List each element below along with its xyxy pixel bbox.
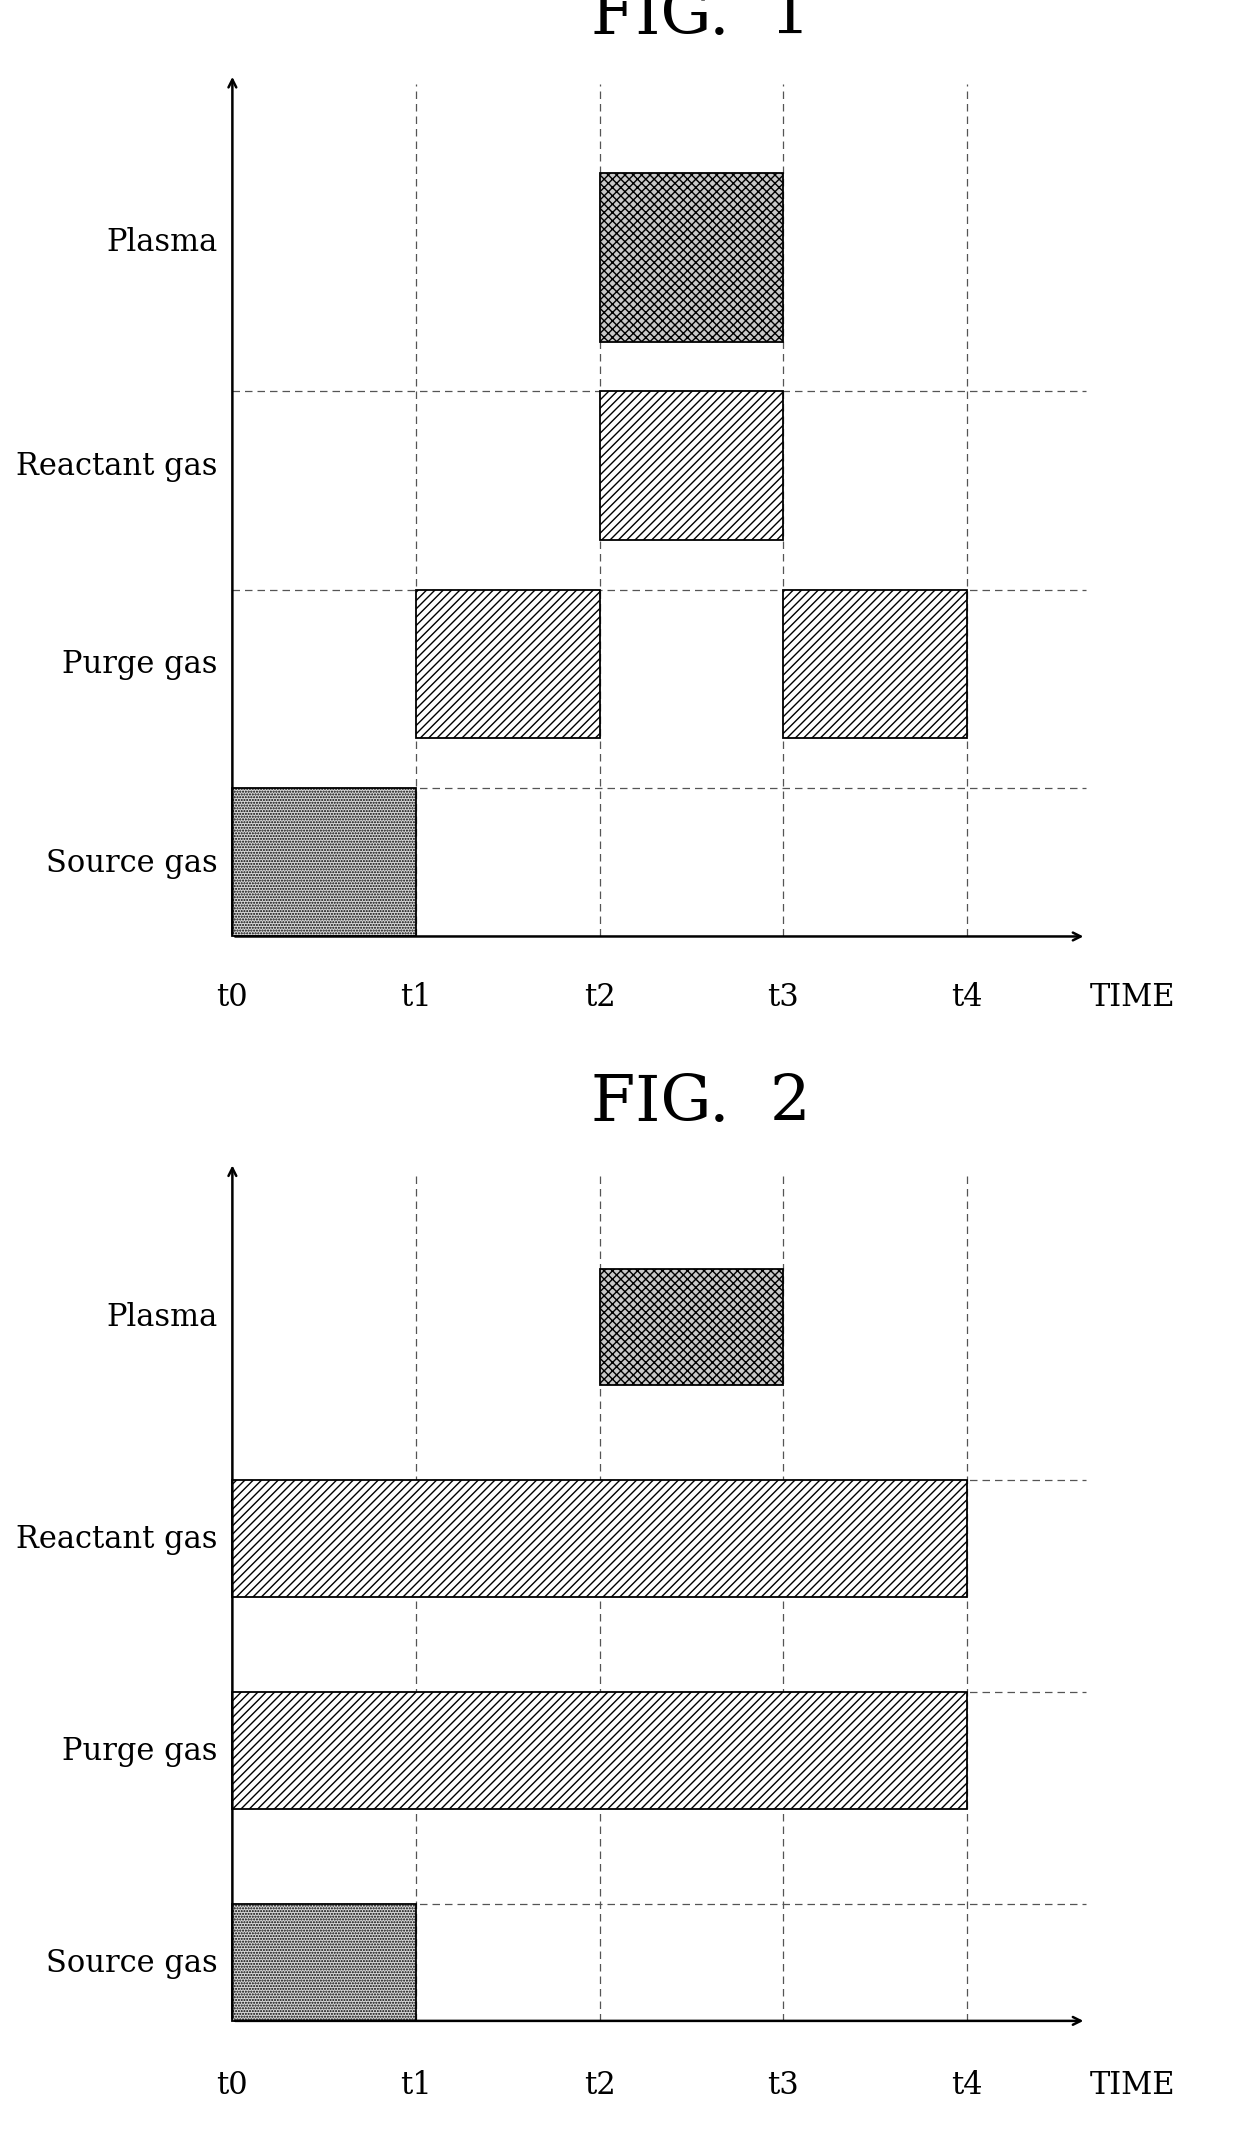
Bar [232,1693,967,1809]
Text: t2: t2 [584,981,615,1013]
Title: FIG.  2: FIG. 2 [590,1073,811,1135]
Bar [232,787,415,936]
Text: TIME: TIME [1090,981,1176,1013]
Text: Source gas: Source gas [46,1948,218,1980]
Bar [232,1479,967,1597]
Text: t1: t1 [401,2070,432,2102]
Text: t3: t3 [768,981,799,1013]
Bar [600,391,784,541]
Text: Purge gas: Purge gas [62,650,218,680]
Bar [232,1905,415,2020]
Text: TIME: TIME [1090,2070,1176,2102]
Text: t1: t1 [401,981,432,1013]
Text: t4: t4 [951,2070,982,2102]
Text: Plasma: Plasma [107,227,218,259]
Text: t4: t4 [951,981,982,1013]
Bar [600,173,784,342]
Bar [415,590,600,738]
Text: Reactant gas: Reactant gas [16,1524,218,1554]
Text: t0: t0 [217,981,248,1013]
Bar [784,590,967,738]
Text: Source gas: Source gas [46,847,218,879]
Text: t2: t2 [584,2070,615,2102]
Text: Reactant gas: Reactant gas [16,451,218,481]
Text: t3: t3 [768,2070,799,2102]
Bar [600,1268,784,1385]
Text: Purge gas: Purge gas [62,1736,218,1768]
Title: FIG.  1: FIG. 1 [590,0,811,47]
Text: Plasma: Plasma [107,1302,218,1332]
Text: t0: t0 [217,2070,248,2102]
